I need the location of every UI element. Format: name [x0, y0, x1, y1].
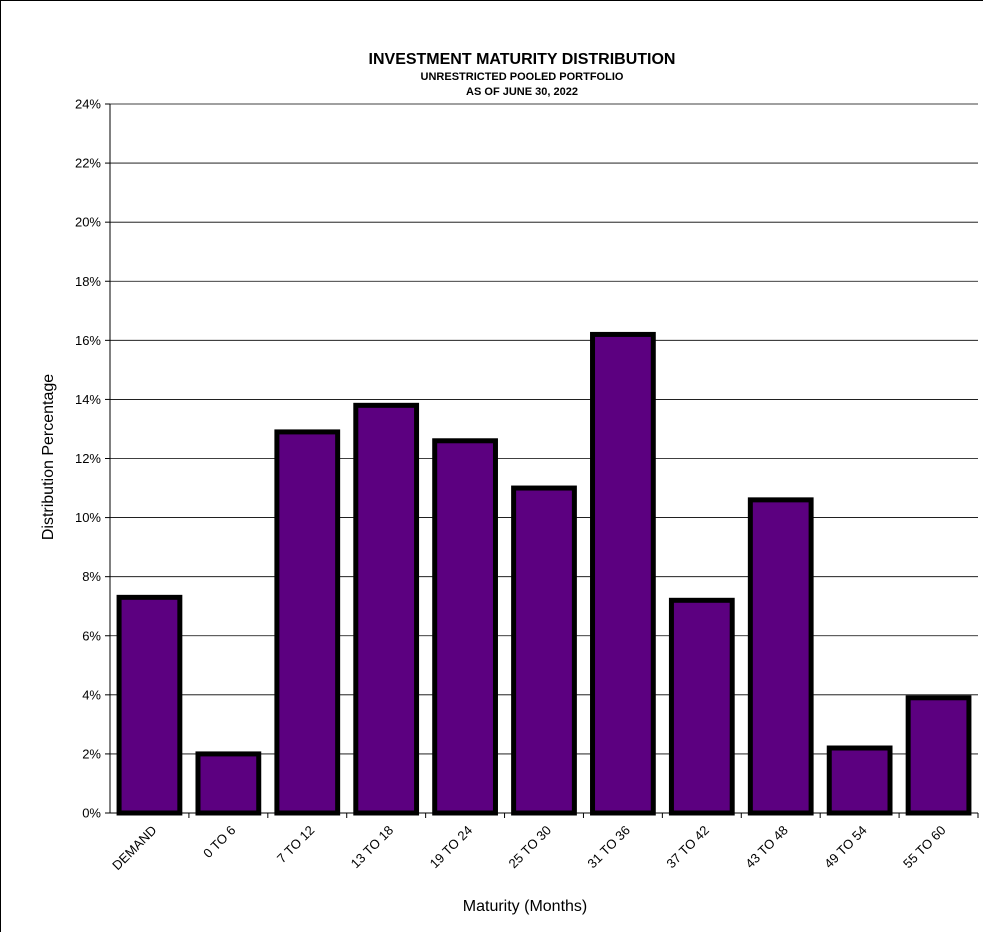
x-tick-label: 49 TO 54 [821, 823, 870, 872]
y-tick-label: 12% [75, 451, 101, 466]
x-tick-label: 7 TO 12 [274, 823, 317, 866]
y-tick-label: 16% [75, 333, 101, 348]
bars [116, 331, 972, 816]
y-axis-title: Distribution Percentage [40, 374, 57, 540]
x-tick-label: 25 TO 30 [506, 823, 555, 872]
chart-title: INVESTMENT MATURITY DISTRIBUTION [369, 51, 676, 68]
bar [826, 745, 893, 816]
y-tick-label: 24% [75, 97, 101, 112]
x-tick-label: 19 TO 24 [427, 823, 476, 872]
x-axis-title: Maturity (Months) [463, 898, 587, 915]
bar [668, 597, 735, 816]
y-axis-ticks: 0% 2% 4% 6% 8% 10% 12% 14% 16% 18% 20% 22% 24% [75, 97, 110, 821]
x-tick-label: 37 TO 42 [663, 823, 712, 872]
y-tick-label: 20% [75, 215, 101, 230]
bar [747, 497, 814, 816]
chart-subtitle-1: UNRESTRICTED POOLED PORTFOLIO [421, 71, 624, 83]
y-tick-label: 14% [75, 392, 101, 407]
y-tick-label: 18% [75, 274, 101, 289]
x-tick-label: 13 TO 18 [348, 823, 397, 872]
x-tick-label: 0 TO 6 [200, 823, 238, 861]
bar [274, 429, 341, 816]
y-tick-label: 4% [82, 687, 101, 702]
y-tick-label: 8% [82, 569, 101, 584]
bar [116, 594, 183, 816]
x-axis-ticks: DEMAND 0 TO 6 7 TO 12 13 TO 18 19 TO 24 25 TO… [109, 813, 979, 873]
bar [432, 438, 498, 816]
y-tick-label: 10% [75, 510, 101, 525]
x-tick-label: 43 TO 48 [742, 823, 791, 872]
bar [511, 485, 577, 816]
x-tick-label: DEMAND [109, 823, 159, 873]
bar [905, 695, 972, 816]
y-tick-label: 0% [82, 806, 101, 821]
y-tick-label: 2% [82, 746, 101, 761]
y-tick-label: 6% [82, 628, 101, 643]
bar [590, 331, 656, 816]
bar [353, 402, 420, 816]
x-tick-label: 55 TO 60 [900, 823, 949, 872]
bar [195, 751, 262, 816]
chart-subtitle-2: AS OF JUNE 30, 2022 [466, 86, 578, 98]
y-tick-label: 22% [75, 156, 101, 171]
x-tick-label: 31 TO 36 [584, 823, 633, 872]
